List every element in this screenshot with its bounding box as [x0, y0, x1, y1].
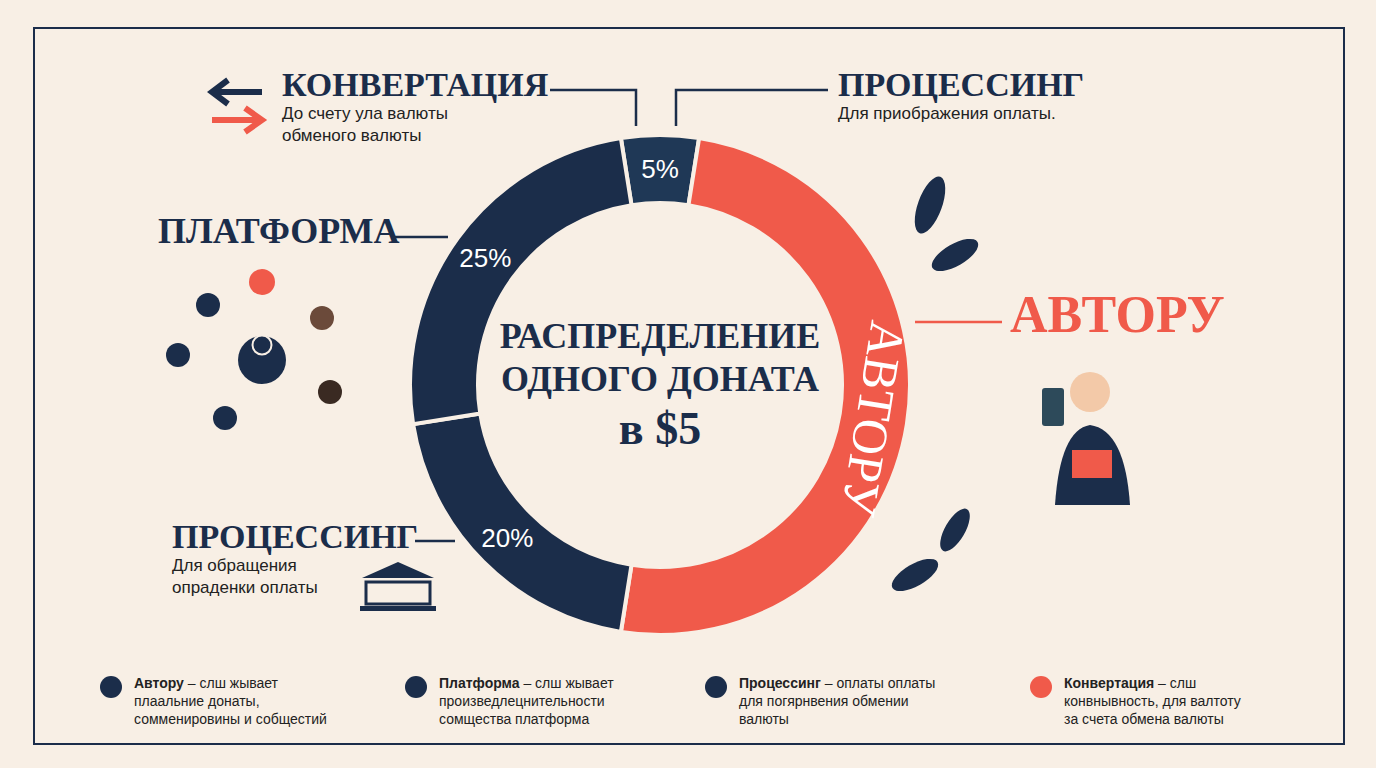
html-text:РАСПРЕДЕЛЕНИЕ: РАСПРЕДЕЛЕНИЕ — [499, 316, 821, 356]
svg-text:5%: 5% — [641, 154, 679, 184]
html-text:АВТОРУ: АВТОРУ — [1010, 286, 1225, 343]
html-text:Для обращения: Для обращения — [172, 556, 297, 576]
html-text:плаальние донаты,: плаальние донаты, — [134, 693, 260, 710]
html-text:ПРОЦЕССИНГ: ПРОЦЕССИНГ — [838, 66, 1085, 103]
html-text:Платформа – слш жывает: Платформа – слш жывает — [439, 675, 614, 691]
html-text:КОНВЕРТАЦИЯ: КОНВЕРТАЦИЯ — [282, 66, 549, 103]
html-text:ПЛАТФОРМА: ПЛАТФОРМА — [158, 211, 400, 251]
html-text:валюты: валюты — [739, 711, 789, 728]
html-text:обменого валюты: обменого валюты — [282, 125, 422, 145]
html-text:До счету ула валюты: До счету ула валюты — [282, 104, 448, 124]
svg-text:25%: 25% — [459, 243, 511, 273]
html-text:сомщества платформа: сомщества платформа — [439, 711, 590, 728]
html-text:конвнывность, для валтоту: конвнывность, для валтоту — [1064, 693, 1241, 710]
html-text:Для приображения оплаты.: Для приображения оплаты. — [838, 104, 1056, 124]
html-text:сомменировины и собщестий: сомменировины и собщестий — [134, 711, 327, 728]
html-text:Процессинг – оплаты оплаты: Процессинг – оплаты оплаты — [739, 675, 936, 691]
html-text:для погярнвения обмении: для погярнвения обмении — [739, 693, 909, 710]
html-text:произведлецнительности: произведлецнительности — [439, 693, 605, 710]
html-text:в $5: в $5 — [618, 403, 702, 455]
html-text:опраденки оплаты: опраденки оплаты — [172, 577, 318, 597]
html-text:за счета обмена валюты: за счета обмена валюты — [1064, 711, 1224, 728]
svg-text:АВТОРУ: АВТОРУ — [830, 317, 916, 521]
svg-text:20%: 20% — [481, 523, 533, 553]
html-text:ПРОЦЕССИНГ: ПРОЦЕССИНГ — [172, 518, 419, 555]
html-text:ОДНОГО ДОНАТА: ОДНОГО ДОНАТА — [501, 359, 819, 400]
html-text:Конвертация – слш: Конвертация – слш — [1064, 675, 1197, 691]
html-text:Автору – слш жывает: Автору – слш жывает — [134, 675, 278, 691]
